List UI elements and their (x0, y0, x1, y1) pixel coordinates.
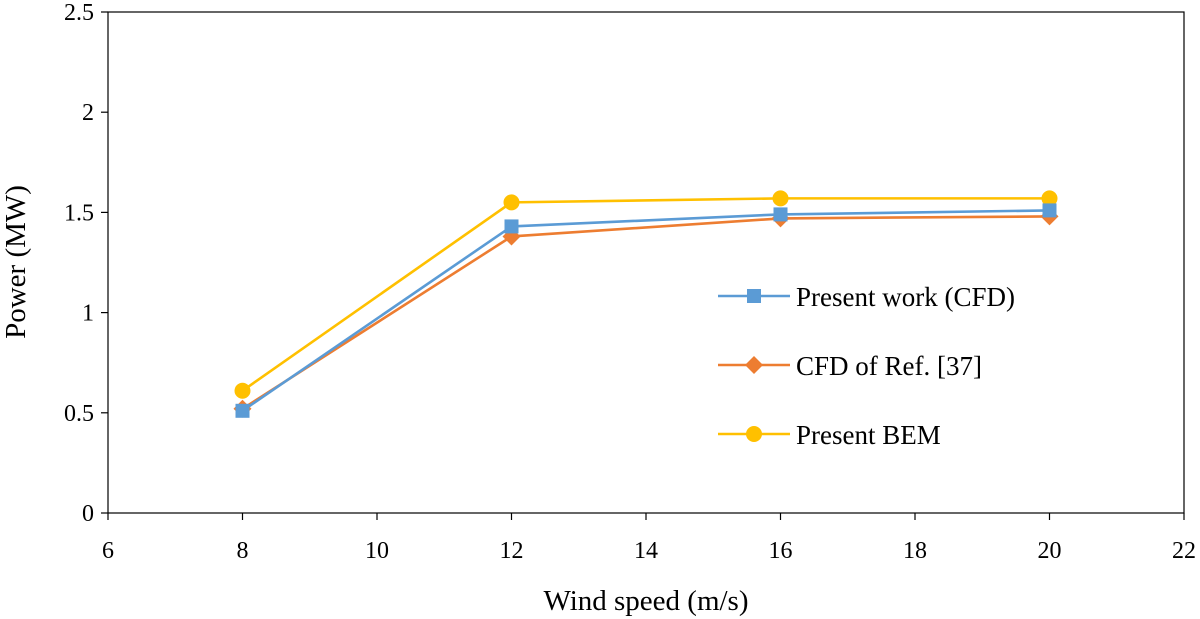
series-lines (241, 197, 1050, 412)
legend-label: Present BEM (796, 420, 941, 450)
data-point-series-1 (773, 207, 788, 222)
x-axis-ticks: 6 8 10 12 14 16 18 20 22 (102, 513, 1196, 564)
series-line-2 (241, 215, 1050, 410)
plot-area (107, 11, 1185, 514)
legend-swatch-marker (747, 289, 761, 303)
legend-swatch-marker (745, 356, 763, 374)
data-point-series-3 (234, 382, 251, 399)
data-point-series-1 (1042, 203, 1057, 218)
y-tick-label: 2.5 (64, 0, 94, 26)
y-tick-label: 1.5 (64, 200, 94, 226)
x-tick-label: 6 (102, 538, 114, 564)
x-tick-label: 18 (903, 538, 927, 564)
y-axis-ticks: 0 0.5 1 1.5 2 2.5 (64, 0, 108, 527)
y-tick-label: 0.5 (64, 401, 94, 427)
data-point-series-3 (772, 190, 789, 207)
y-tick-label: 2 (82, 100, 94, 126)
data-point-series-1 (504, 219, 519, 234)
legend-label: Present work (CFD) (796, 282, 1015, 312)
x-tick-label: 8 (237, 538, 249, 564)
data-point-series-3 (503, 194, 520, 211)
series-line-3 (241, 197, 1050, 392)
legend-swatch-marker (746, 426, 762, 442)
y-tick-label: 0 (82, 501, 94, 527)
x-tick-label: 12 (500, 538, 524, 564)
y-tick-label: 1 (82, 301, 94, 327)
series-line-1 (241, 209, 1050, 412)
legend-label: CFD of Ref. [37] (796, 351, 982, 381)
legend: Present work (CFD) CFD of Ref. [37] Presen… (718, 282, 1015, 450)
x-tick-label: 16 (769, 538, 793, 564)
data-point-series-1 (235, 403, 250, 418)
x-tick-label: 10 (365, 538, 389, 564)
x-tick-label: 14 (634, 538, 658, 564)
x-tick-label: 22 (1172, 538, 1196, 564)
series-markers (233, 190, 1059, 418)
x-tick-label: 20 (1038, 538, 1062, 564)
y-axis-title: Power (MW) (0, 185, 32, 339)
x-axis-title: Wind speed (m/s) (543, 585, 748, 617)
data-point-series-3 (1041, 190, 1058, 207)
